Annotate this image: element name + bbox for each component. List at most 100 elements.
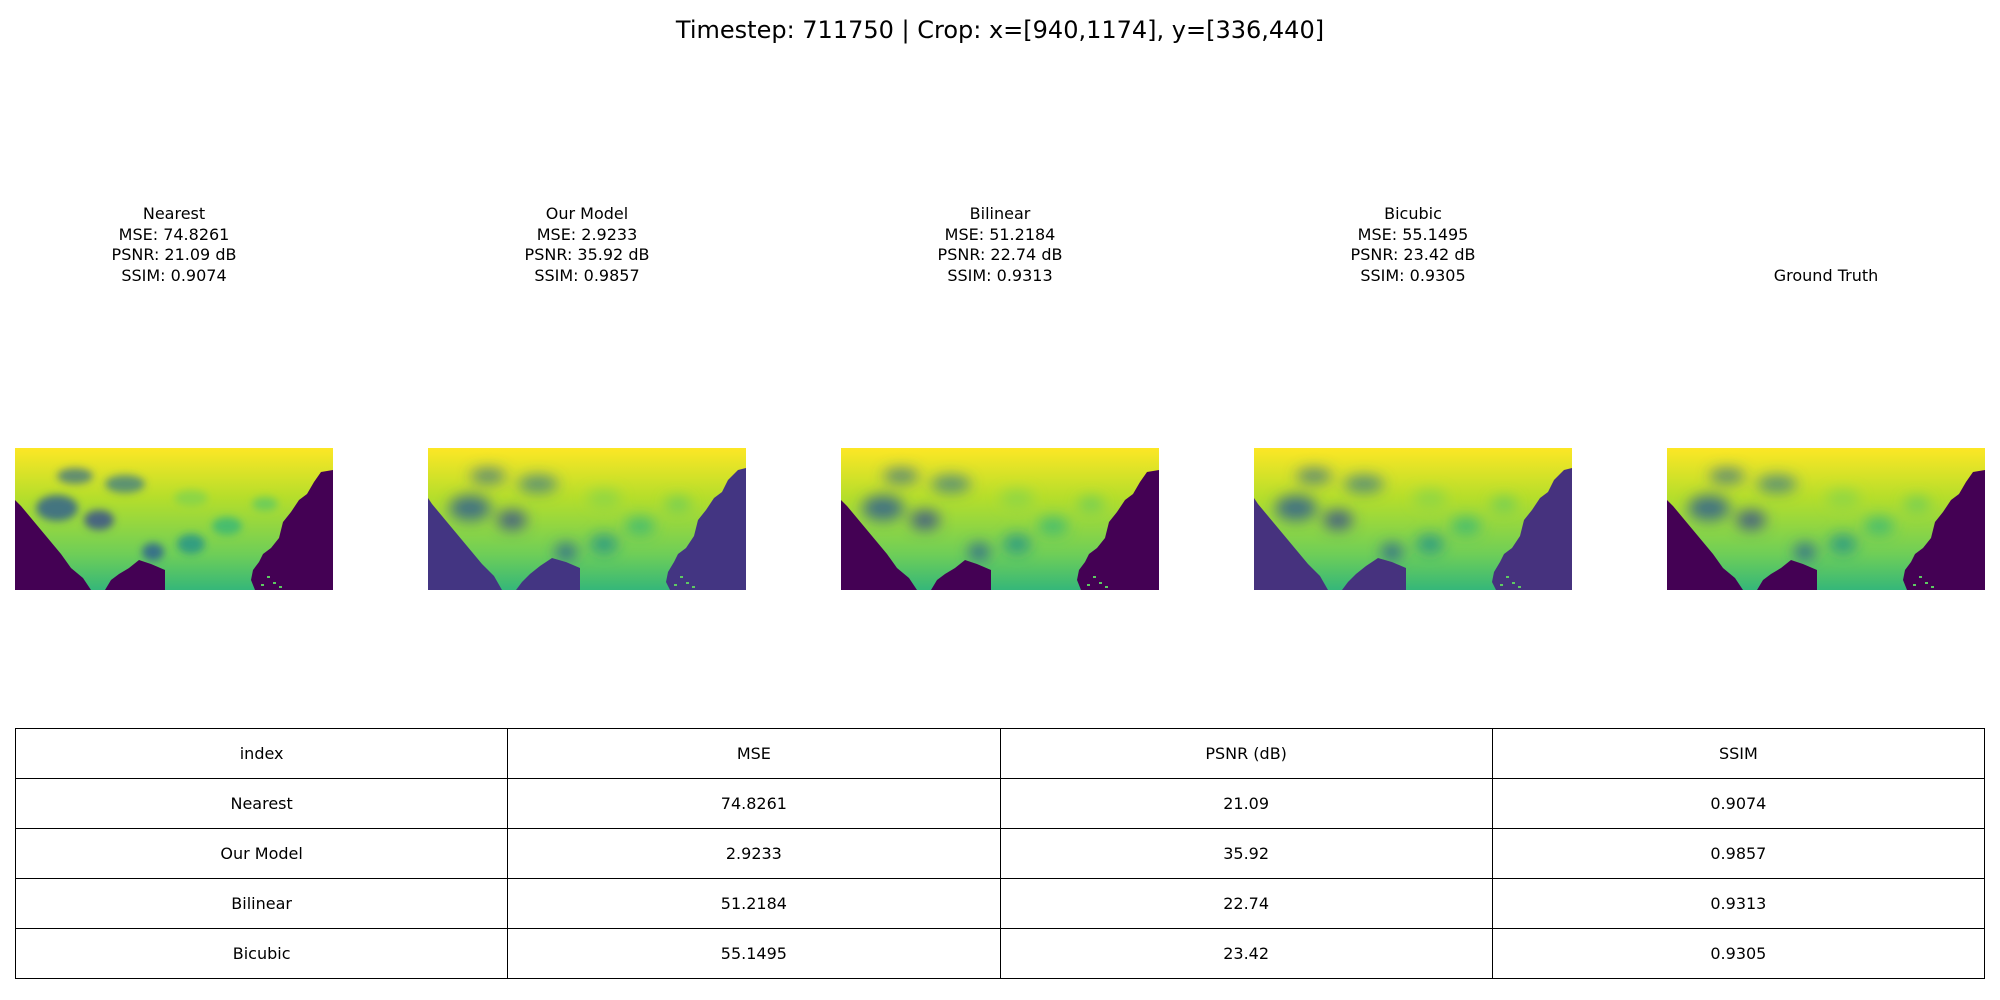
panel-ssim: SSIM: 0.9305	[1360, 265, 1466, 285]
heatmap-bilinear	[841, 448, 1159, 590]
island-marker	[273, 582, 276, 584]
island-marker	[1500, 584, 1503, 586]
table-cell: Nearest	[14, 778, 509, 829]
panel-title: Bicubic MSE: 55.1495 PSNR: 23.42 dB SSIM…	[1254, 204, 1572, 286]
table-row: Our Model 2.9233 35.92 0.9857	[14, 828, 1986, 879]
panel-mse: MSE: 74.8261	[118, 224, 230, 244]
heatmap-our-model	[428, 448, 746, 590]
panel-method: Our Model	[545, 204, 629, 223]
table-cell: 0.9305	[1491, 928, 1986, 979]
panel-ssim: SSIM: 0.9857	[534, 265, 640, 285]
field-blob	[1003, 534, 1031, 554]
field-blob	[555, 543, 577, 561]
field-blob	[1736, 510, 1766, 530]
island-marker	[1093, 576, 1096, 578]
field-blob	[449, 495, 491, 521]
field-blob	[84, 510, 114, 530]
column-header: PSNR (dB)	[999, 728, 1493, 779]
column-header: MSE	[507, 728, 1001, 779]
table-cell: 0.9857	[1491, 828, 1986, 879]
field-blob	[1381, 543, 1403, 561]
field-blob	[883, 468, 919, 484]
table-header-row: index MSE PSNR (dB) SSIM	[14, 728, 1986, 779]
panel-title: Bilinear MSE: 51.2184 PSNR: 22.74 dB SSI…	[841, 204, 1159, 286]
island-marker	[261, 584, 264, 586]
field-blob	[1709, 468, 1745, 484]
table-cell: Our Model	[14, 828, 509, 879]
panel-method: Ground Truth	[1773, 265, 1879, 285]
table-cell: 21.09	[999, 778, 1493, 829]
field-blob	[57, 468, 93, 484]
heatmap-nearest	[15, 448, 333, 590]
table-row: Bilinear 51.2184 22.74 0.9313	[14, 878, 1986, 929]
island-marker	[1087, 584, 1090, 586]
panel-psnr: PSNR: 22.74 dB	[937, 245, 1063, 264]
panel-title: Ground Truth	[1667, 266, 1985, 287]
field-blob	[968, 543, 990, 561]
field-blob	[1078, 497, 1104, 511]
land-field	[15, 448, 333, 590]
table-cell: Bilinear	[14, 878, 509, 929]
table-cell: 35.92	[999, 828, 1493, 879]
panel-mse: MSE: 55.1495	[1357, 224, 1469, 244]
panel-method: Nearest	[142, 204, 206, 223]
panel-method: Bicubic	[1384, 204, 1442, 223]
island-marker	[267, 576, 270, 578]
field-blob	[590, 534, 618, 554]
field-blob	[212, 517, 242, 535]
field-blob	[625, 517, 655, 535]
column-header: SSIM	[1491, 728, 1986, 779]
island-marker	[1925, 582, 1928, 584]
table-cell: Bicubic	[14, 928, 509, 979]
table-cell: 22.74	[999, 878, 1493, 929]
field-blob	[665, 497, 691, 511]
field-blob	[252, 497, 278, 511]
field-blob	[470, 468, 506, 484]
field-blob	[1864, 517, 1894, 535]
panel-psnr: PSNR: 23.42 dB	[1350, 245, 1476, 264]
column-header: index	[14, 728, 509, 779]
field-blob	[1323, 510, 1353, 530]
table-cell: 0.9074	[1491, 778, 1986, 829]
island-marker	[686, 582, 689, 584]
island-marker	[692, 586, 695, 588]
panel-psnr: PSNR: 21.09 dB	[111, 245, 237, 264]
island-marker	[674, 584, 677, 586]
heatmap-bicubic	[1254, 448, 1572, 590]
field-blob	[1491, 497, 1517, 511]
panel-ssim: SSIM: 0.9074	[121, 265, 227, 285]
field-blob	[177, 534, 205, 554]
heatmap-ground-truth	[1667, 448, 1985, 590]
field-blob	[36, 495, 78, 521]
panel-title: Our Model MSE: 2.9233 PSNR: 35.92 dB SSI…	[428, 204, 746, 286]
table-cell: 74.8261	[507, 778, 1001, 829]
island-marker	[279, 586, 282, 588]
panel-method: Bilinear	[969, 204, 1031, 223]
panel-psnr: PSNR: 35.92 dB	[524, 245, 650, 264]
island-marker	[680, 576, 683, 578]
field-blob	[910, 510, 940, 530]
field-blob	[587, 490, 621, 506]
field-blob	[1275, 495, 1317, 521]
field-blob	[1904, 497, 1930, 511]
field-blob	[142, 543, 164, 561]
table-cell: 51.2184	[507, 878, 1001, 929]
island-marker	[1931, 586, 1934, 588]
field-blob	[518, 475, 558, 493]
table-cell: 55.1495	[507, 928, 1001, 979]
island-marker	[1913, 584, 1916, 586]
island-marker	[1518, 586, 1521, 588]
island-marker	[1919, 576, 1922, 578]
panel-ssim: SSIM: 0.9313	[947, 265, 1053, 285]
table-cell: 23.42	[999, 928, 1493, 979]
field-blob	[1296, 468, 1332, 484]
field-blob	[1829, 534, 1857, 554]
field-blob	[1413, 490, 1447, 506]
panel-mse: MSE: 51.2184	[944, 224, 1056, 244]
field-blob	[1757, 475, 1797, 493]
table-row: Nearest 74.8261 21.09 0.9074	[14, 778, 1986, 829]
island-marker	[1105, 586, 1108, 588]
table-cell: 0.9313	[1491, 878, 1986, 929]
figure-title: Timestep: 711750 | Crop: x=[940,1174], y…	[675, 16, 1325, 44]
panel-title: Nearest MSE: 74.8261 PSNR: 21.09 dB SSIM…	[15, 204, 333, 286]
